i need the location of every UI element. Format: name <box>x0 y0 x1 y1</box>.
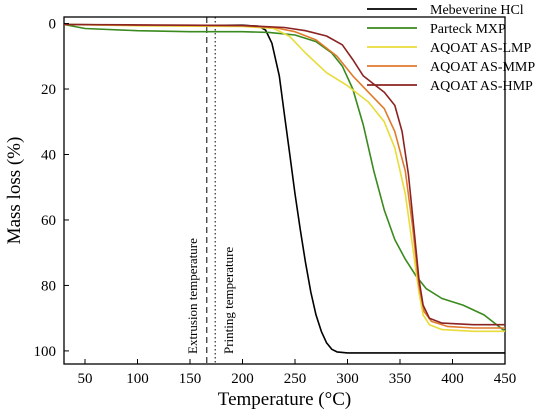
series-line-parteck-mxp <box>63 23 506 332</box>
extrusion-temperature-label: Extrusion temperature <box>185 238 200 354</box>
x-tick-label: 400 <box>441 371 464 387</box>
legend-label: AQOAT AS-LMP <box>430 41 531 56</box>
plot-area: Extrusion temperature Printing temperatur… <box>63 16 506 365</box>
y-axis: 0 20 40 60 80 100 <box>34 17 69 360</box>
x-tick-label: 350 <box>389 371 412 387</box>
y-tick-label: 0 <box>49 17 57 33</box>
x-tick-label: 150 <box>179 371 202 387</box>
legend-label: AQOAT AS-HMP <box>430 79 533 94</box>
y-tick-label: 60 <box>41 213 56 229</box>
x-tick-label: 450 <box>494 371 517 387</box>
legend-label: Parteck MXP <box>430 22 506 37</box>
x-tick-label: 200 <box>231 371 254 387</box>
x-tick-label: 100 <box>126 371 149 387</box>
series-lines <box>63 23 506 354</box>
y-tick-label: 100 <box>34 344 57 360</box>
printing-temperature-label: Printing temperature <box>221 247 236 354</box>
y-axis-title: Mass loss (%) <box>4 137 25 245</box>
y-tick-label: 20 <box>41 82 56 98</box>
y-tick-label: 80 <box>41 278 56 294</box>
legend: Mebeverine HCl Parteck MXP AQOAT AS-LMP AQO… <box>367 3 535 94</box>
x-tick-label: 300 <box>336 371 359 387</box>
x-tick-label: 250 <box>284 371 307 387</box>
series-line-aqoat-as-hmp <box>63 23 505 326</box>
reference-lines: Extrusion temperature Printing temperatur… <box>185 17 236 364</box>
legend-label: Mebeverine HCl <box>430 3 524 18</box>
plot-frame <box>63 16 506 365</box>
legend-label: AQOAT AS-MMP <box>430 60 535 75</box>
x-axis-title: Temperature (°C) <box>218 389 351 410</box>
x-axis: 50 100 150 200 250 300 350 400 450 <box>78 359 517 387</box>
x-tick-label: 50 <box>78 371 93 387</box>
y-tick-label: 40 <box>41 147 56 163</box>
